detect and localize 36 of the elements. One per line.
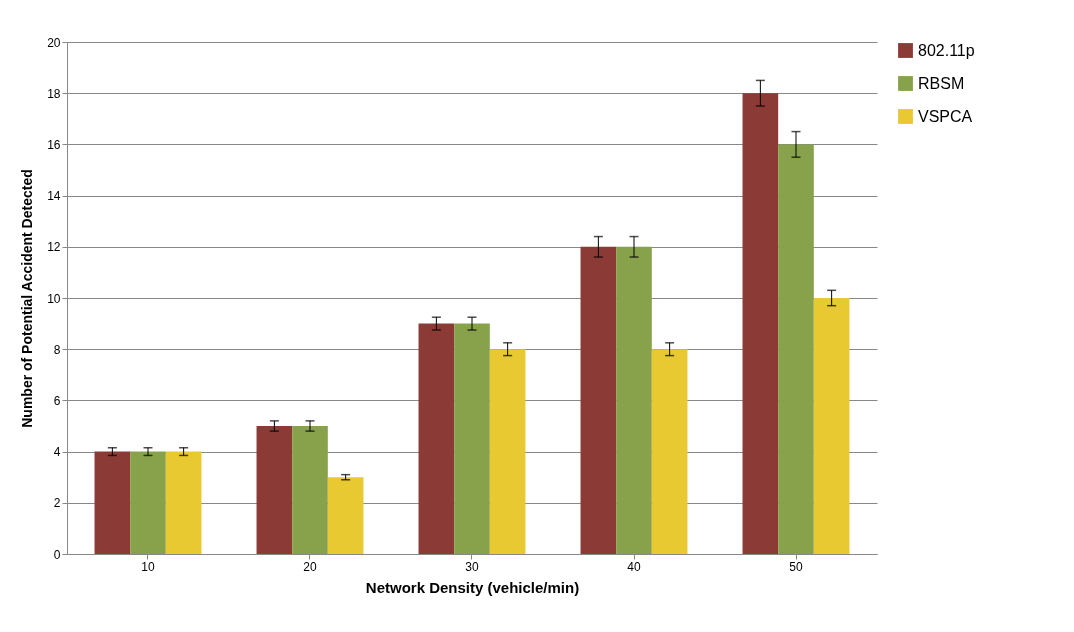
bar [94,451,131,554]
bar [651,349,688,554]
bar [130,451,166,554]
legend-label: 802.11p [918,41,975,59]
y-tick-label: 18 [47,86,61,101]
bar [165,451,202,554]
x-tick-label: 50 [789,559,803,574]
bar [454,323,490,554]
bar [292,426,328,554]
y-tick-label: 8 [53,342,61,357]
x-tick-label: 40 [627,559,641,574]
y-tick-label: 0 [53,547,61,562]
y-tick-label: 10 [47,291,61,306]
bar [418,323,455,554]
bar [489,349,526,554]
bar [580,246,617,554]
bar [616,246,652,554]
bar [813,298,850,554]
y-tick-label: 6 [53,393,61,408]
legend-label: VSPCA [918,107,973,125]
bar [742,93,779,554]
y-tick-label: 14 [47,189,61,204]
y-tick-label: 20 [47,35,61,50]
bar [778,144,814,554]
y-axis-title: Number of Potential Accident Detected [19,169,36,428]
y-tick-label: 16 [47,137,61,152]
y-tick-label: 12 [47,240,61,255]
x-tick-label: 10 [141,559,155,574]
x-axis-title: Network Density (vehicle/min) [365,578,580,596]
legend-label: RBSM [918,74,965,92]
y-tick-label: 2 [53,496,61,511]
x-tick-label: 20 [303,559,317,574]
bar [256,426,293,554]
bar [327,477,364,554]
x-tick-label: 30 [465,559,479,574]
y-tick-label: 4 [53,445,61,460]
